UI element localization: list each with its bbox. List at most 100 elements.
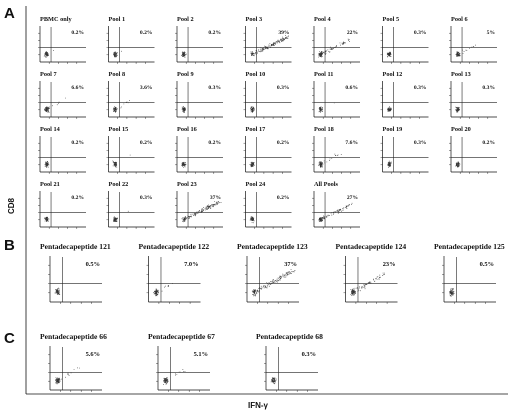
scatter-plot: Pool 20 0.2%: [449, 126, 497, 174]
percent-label: 0.6%: [345, 85, 358, 91]
percent-label: 0.3%: [482, 85, 495, 91]
scatter-plot: Pentadecapeptide 68 0.3%: [256, 332, 323, 392]
event-dots: [249, 216, 255, 224]
percent-label: 39%: [278, 30, 290, 36]
scatter-plot: Pool 21 0.2%: [38, 181, 86, 229]
event-dots: [181, 161, 187, 168]
scatter-plot: Pool 17 0.2%: [243, 126, 292, 174]
percent-label: 0.2%: [71, 30, 84, 36]
percent-label: 0.2%: [140, 140, 153, 146]
event-dots: [54, 287, 61, 295]
plot-title: Pool 1: [109, 16, 126, 23]
plot-title: Pentadecapeptide 121: [40, 242, 111, 251]
plot-title: Pool 2: [177, 16, 194, 23]
percent-label: 0.2%: [71, 195, 84, 201]
plot-title: Pentadecapeptide 125: [434, 242, 505, 251]
scatter-plot: Pentadecapeptide 121 0.5%: [40, 242, 111, 304]
event-dots: [250, 35, 289, 57]
scatter-plot: Pool 23 37%: [175, 181, 223, 229]
plot-title: Pool 13: [451, 71, 471, 78]
plot-title: Pool 3: [246, 16, 263, 23]
event-dots: [387, 160, 392, 168]
event-dots: [113, 50, 122, 58]
percent-label: 0.3%: [277, 85, 290, 91]
percent-label: 0.2%: [208, 140, 221, 146]
plot-title: Pool 6: [451, 16, 468, 23]
plot-title: Pentadecapeptide 122: [139, 242, 210, 251]
scatter-plot: Pentadecapeptide 67 5.1%: [148, 332, 215, 392]
event-dots: [318, 102, 335, 113]
event-dots: [455, 161, 461, 168]
event-dots: [387, 106, 392, 112]
plot-title: Pool 5: [383, 16, 400, 23]
percent-label: 27%: [347, 195, 359, 201]
event-dots: [250, 106, 255, 113]
plot-title: Pentadecapeptide 66: [40, 332, 107, 341]
scatter-plot: Pool 3 39%: [243, 16, 292, 64]
scatter-plot: Pool 9 0.3%: [175, 71, 223, 119]
event-dots: [43, 50, 54, 58]
event-dots: [113, 210, 129, 222]
plot-title: All Pools: [314, 181, 339, 188]
event-dots: [181, 106, 186, 113]
event-dots: [270, 377, 277, 385]
scatter-plot: Pool 12 0.3%: [380, 71, 429, 119]
percent-label: 0.5%: [480, 261, 494, 268]
scatter-plot: Pool 15 0.2%: [106, 126, 155, 174]
percent-label: 37%: [210, 195, 222, 201]
panel-letter-a: A: [4, 5, 15, 22]
percent-label: 0.3%: [414, 30, 427, 36]
percent-label: 0.2%: [277, 195, 290, 201]
event-dots: [163, 369, 186, 385]
event-dots: [318, 153, 342, 168]
percent-label: 0.3%: [208, 85, 221, 91]
event-dots: [249, 161, 255, 168]
percent-label: 7.6%: [345, 140, 358, 146]
percent-label: 0.3%: [414, 85, 427, 91]
event-dots: [44, 216, 50, 222]
plots-layer: PBMC only 0.2% Pool 1 0.2% Pool 2 0.2% Pool 3 3…: [38, 16, 505, 392]
plot-title: Pentadecapeptide 123: [237, 242, 308, 251]
scatter-plot: Pool 13 0.3%: [449, 71, 497, 119]
percent-label: 6.6%: [71, 85, 84, 91]
event-dots: [44, 97, 66, 113]
event-dots: [55, 367, 80, 385]
event-dots: [386, 51, 392, 58]
plot-title: Pool 14: [40, 126, 61, 133]
plot-title: Pool 20: [451, 126, 471, 133]
plot-title: Pool 11: [314, 71, 333, 78]
scatter-plot: Pool 8 3.6%: [106, 71, 155, 119]
y-axis-title: CD8: [7, 197, 16, 214]
scatter-plot: Pool 14 0.2%: [38, 126, 86, 174]
scatter-plot: Pool 4 22%: [312, 16, 360, 64]
event-dots: [251, 269, 296, 297]
plot-title: Pentadecapeptide 68: [256, 332, 323, 341]
plot-title: Pool 8: [109, 71, 126, 78]
scatter-plot: Pool 11 0.6%: [312, 71, 360, 119]
event-dots: [318, 38, 350, 58]
percent-label: 0.2%: [482, 140, 495, 146]
event-dots: [455, 44, 476, 57]
x-axis-title: IFN-γ: [248, 401, 269, 410]
scatter-plot: Pool 1 0.2%: [106, 16, 155, 64]
scatter-plot: Pool 10 0.3%: [243, 71, 292, 119]
plot-title: Pool 22: [109, 181, 129, 188]
scatter-plot: Pool 2 0.2%: [175, 16, 223, 64]
scatter-plot: Pool 19 0.3%: [380, 126, 429, 174]
plot-title: Pentadecapeptide 124: [336, 242, 407, 251]
plot-title: Pool 9: [177, 71, 194, 78]
scatter-plot: Pool 5 0.3%: [380, 16, 429, 64]
event-dots: [181, 51, 187, 58]
event-dots: [449, 288, 455, 297]
event-dots: [112, 100, 130, 113]
event-dots: [112, 154, 131, 168]
plot-title: Pool 18: [314, 126, 334, 133]
plot-title: Pool 19: [383, 126, 403, 133]
scatter-plot: Pool 7 6.6%: [38, 71, 86, 119]
event-dots: [350, 272, 385, 296]
percent-label: 23%: [383, 261, 396, 268]
plot-title: Pool 16: [177, 126, 197, 133]
percent-label: 5%: [487, 30, 496, 36]
event-dots: [318, 202, 353, 222]
scatter-plot: Pool 6 5%: [449, 16, 497, 64]
